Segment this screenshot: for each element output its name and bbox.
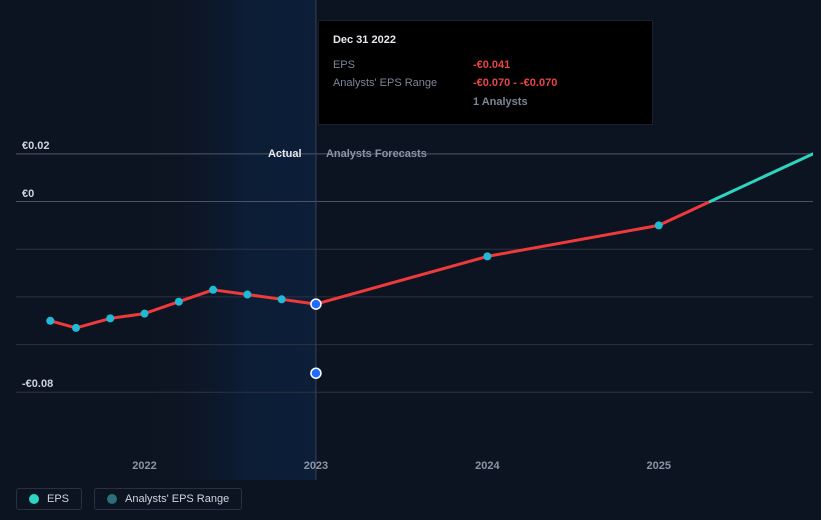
legend-item-range[interactable]: Analysts' EPS Range [94,488,242,510]
tooltip-row: EPS-€0.041 [333,56,638,75]
tooltip-value: -€0.041 [473,56,510,75]
tooltip-key: EPS [333,56,473,75]
y-axis-tick: -€0.08 [22,378,53,390]
legend-swatch [29,494,39,504]
eps-chart[interactable]: €0.02 €0 -€0.08 2022 2023 2024 2025 Actual An… [16,0,813,480]
y-axis-tick: €0 [22,188,34,200]
tooltip-footer: 1 Analysts [473,93,528,112]
tooltip-key: Analysts' EPS Range [333,74,473,93]
x-axis-tick: 2025 [646,460,670,472]
y-axis-tick: €0.02 [22,140,50,152]
tooltip-date: Dec 31 2022 [333,31,638,50]
legend-swatch [107,494,117,504]
legend-label: EPS [47,493,69,505]
legend-item-eps[interactable]: EPS [16,488,82,510]
chart-legend: EPS Analysts' EPS Range [16,488,242,510]
forecast-section-label: Analysts Forecasts [326,148,427,160]
chart-tooltip: Dec 31 2022 EPS-€0.041Analysts' EPS Rang… [318,20,653,125]
x-axis-tick: 2022 [132,460,156,472]
legend-label: Analysts' EPS Range [125,493,229,505]
x-axis-tick: 2024 [475,460,499,472]
x-axis-tick: 2023 [304,460,328,472]
tooltip-row: Analysts' EPS Range-€0.070 - -€0.070 [333,74,638,93]
tooltip-value: -€0.070 - -€0.070 [473,74,557,93]
actual-section-label: Actual [268,148,302,160]
